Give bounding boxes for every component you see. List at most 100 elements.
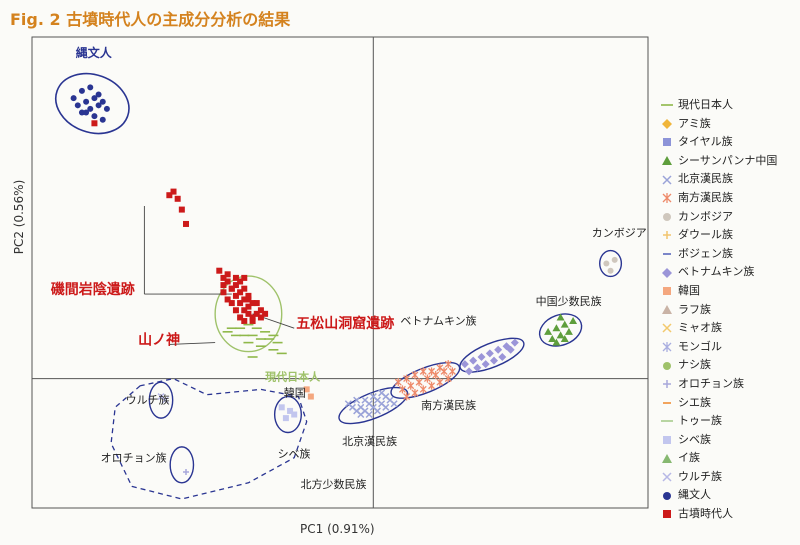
legend-item-イ族: イ族 [660, 449, 798, 468]
point-シベ族 [287, 407, 294, 414]
legend-item-シエ族: シエ族 [660, 394, 798, 413]
legend-marker [663, 435, 671, 444]
ellipse-カンボジア [599, 249, 623, 278]
legend-marker [663, 231, 671, 240]
annotation-北方少数民族: 北方少数民族 [300, 477, 366, 491]
legend-label: 北京漢民族 [678, 172, 733, 186]
point-北京漢民族 [382, 403, 390, 411]
point-古墳時代人 [241, 296, 248, 303]
legend-label: ラフ族 [678, 302, 711, 316]
legend-marker-icon [663, 435, 671, 444]
point-ベトナムキン族 [506, 345, 515, 354]
point-古墳時代人 [178, 206, 185, 213]
series-現代日本人 [222, 323, 287, 358]
legend-item-現代日本人: 現代日本人 [660, 96, 798, 115]
point-古墳時代人 [241, 307, 248, 314]
series-オロチョン族 [183, 469, 189, 476]
point-ベトナムキン族 [473, 363, 482, 372]
legend-marker-icon [663, 401, 671, 404]
legend-label: ベトナムキン族 [678, 265, 755, 279]
legend-item-ボジェン族: ボジェン族 [660, 245, 798, 264]
point-南方漢民族 [448, 367, 456, 376]
point-古墳時代人 [220, 282, 227, 289]
point-ベトナムキン族 [465, 367, 474, 376]
annotation-山ノ神: 山ノ神 [138, 331, 180, 348]
legend-marker [662, 453, 672, 463]
figure-title: Fig. 2 古墳時代人の主成分分析の結果 [10, 10, 291, 29]
point-古墳時代人 [262, 310, 269, 317]
point-古墳時代人 [166, 192, 173, 199]
point-カンボジア [603, 260, 610, 267]
legend-marker-icon [662, 342, 672, 353]
point-南方漢民族 [415, 378, 423, 387]
point-ベトナムキン族 [490, 356, 498, 365]
annotation-磯間岩陰遺跡: 磯間岩陰遺跡 [51, 281, 135, 298]
legend-marker [663, 510, 671, 519]
point-古墳時代人 [183, 220, 189, 227]
point-南方漢民族 [411, 370, 419, 379]
legend-item-タイヤル族: タイヤル族 [660, 133, 798, 152]
point-古墳時代人 [253, 300, 260, 307]
legend-label: シーサンパンナ中国 [678, 153, 778, 167]
ellipse-オロチョン族 [169, 446, 195, 484]
series-カンボジア [603, 256, 618, 274]
ellipse-ベトナムキン族 [459, 337, 525, 373]
legend-marker-icon [662, 472, 672, 482]
point-古墳時代人 [232, 292, 239, 299]
point-ベトナムキン族 [460, 360, 469, 369]
legend-item-シベ族: シベ族 [660, 431, 798, 450]
legend-label: モンゴル [678, 339, 722, 353]
legend-marker [663, 138, 671, 147]
point-古墳時代人 [245, 310, 252, 317]
annotation-韓国: 韓国 [284, 387, 306, 400]
series-ベトナムキン族 [460, 338, 519, 376]
point-シーサンパンナ中国 [544, 327, 553, 335]
point-縄文人 [99, 116, 106, 123]
point-南方漢民族 [398, 385, 406, 394]
legend-item-シーサンパンナ中国: シーサンパンナ中国 [660, 152, 798, 171]
point-古墳時代人 [237, 300, 244, 307]
point-南方漢民族 [394, 378, 402, 387]
legend-item-ベトナムキン族: ベトナムキン族 [660, 263, 798, 282]
point-南方漢民族 [428, 381, 436, 390]
point-古墳時代人 [232, 307, 239, 314]
legend-marker [662, 118, 672, 129]
point-南方漢民族 [403, 392, 411, 401]
point-古墳時代人 [224, 296, 231, 303]
point-古墳時代人 [237, 278, 244, 285]
annotation-南方漢民族: 南方漢民族 [421, 398, 476, 412]
point-北京漢民族 [365, 410, 373, 419]
point-シーサンパンナ中国 [552, 338, 561, 346]
point-古墳時代人 [241, 274, 248, 281]
point-縄文人 [91, 95, 98, 102]
point-ベトナムキン族 [469, 356, 478, 365]
point-南方漢民族 [419, 385, 427, 394]
legend-label: 韓国 [678, 283, 700, 297]
legend-label: シベ族 [678, 432, 711, 446]
point-ベトナムキン族 [498, 352, 507, 361]
legend-marker [663, 287, 671, 296]
ellipse-北京漢民族 [338, 386, 409, 425]
series-ウルチ族 [157, 393, 169, 404]
legend-marker [663, 380, 671, 389]
legend-label: シエ族 [678, 395, 711, 409]
legend-marker [663, 491, 671, 500]
legend-item-ミャオ族: ミャオ族 [660, 319, 798, 338]
point-北京漢民族 [373, 407, 381, 415]
point-カンボジア [607, 267, 614, 274]
point-カンボジア [611, 256, 618, 263]
point-古墳時代人 [224, 271, 231, 278]
series-古墳時代人 [91, 120, 269, 325]
point-古墳時代人 [224, 278, 231, 285]
annotation-ウルチ族: ウルチ族 [126, 393, 170, 407]
legend-marker [662, 472, 672, 482]
point-南方漢民族 [436, 363, 444, 372]
point-シーサンパンナ中国 [548, 335, 557, 343]
legend-label: 現代日本人 [678, 98, 733, 111]
legend-marker [663, 212, 671, 221]
point-オロチョン族 [183, 469, 189, 476]
point-韓国 [307, 393, 314, 400]
legend-item-縄文人: 縄文人 [660, 486, 798, 505]
point-古墳時代人 [228, 300, 235, 307]
